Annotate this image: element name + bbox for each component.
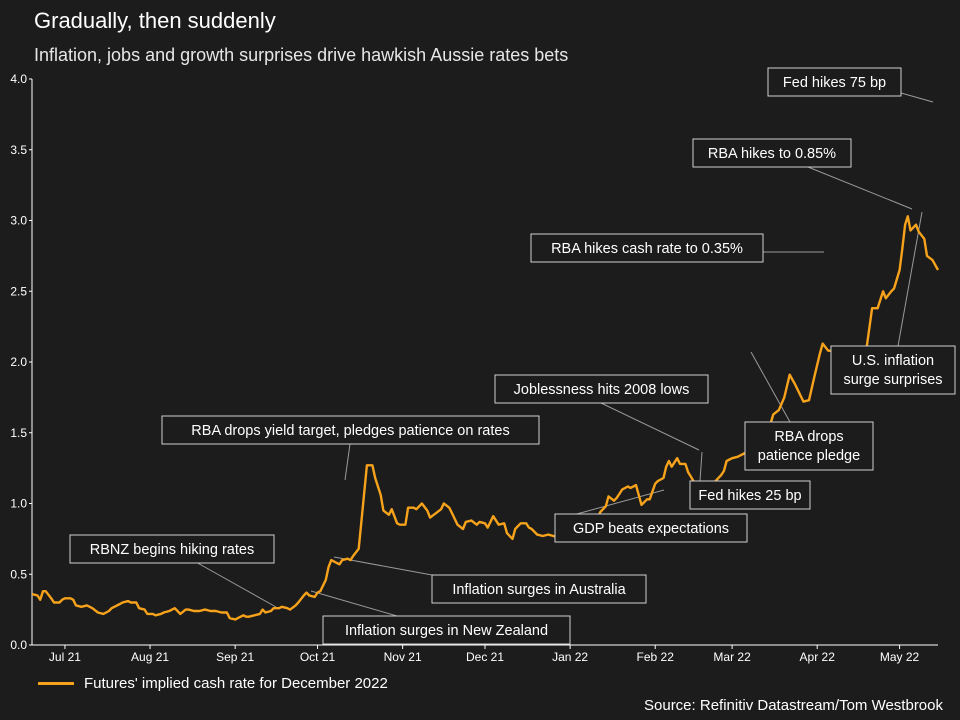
- chart-axes: 0.0 0.5 1.0 1.5 2.0 2.5 3.0 3.5 4.0 Jul 21 Aug 21 S…: [10, 72, 938, 664]
- y-tick-label: 2.5: [10, 284, 27, 298]
- annotation-text: RBA drops yield target, pledges patience…: [191, 423, 509, 439]
- x-tick-label: Sep 21: [216, 650, 254, 664]
- x-tick-label: Jul 21: [49, 650, 81, 664]
- annotation: RBA drops yield target, pledges patience…: [161, 415, 540, 445]
- annotation-boxes: RBNZ begins hiking rates RBA drops yield …: [69, 67, 956, 645]
- annotation-text: U.S. inflation surge surprises: [843, 353, 942, 388]
- annotation-text: Inflation surges in Australia: [452, 582, 626, 598]
- y-tick-label: 3.0: [10, 214, 27, 228]
- annotation-box: [692, 138, 852, 168]
- x-tick-label: Jan 22: [552, 650, 588, 664]
- chart-series: [31, 215, 940, 621]
- annotation-leader-line: [344, 443, 351, 481]
- x-tick-label: Apr 22: [800, 650, 836, 664]
- legend-label: Futures' implied cash rate for December …: [84, 675, 388, 692]
- annotation-text: GDP beats expectations: [573, 521, 729, 537]
- y-tick-label: 3.5: [10, 143, 27, 157]
- annotation: RBA hikes to 0.85%: [692, 138, 852, 168]
- annotation-box: [431, 574, 647, 604]
- y-tick-label: 1.0: [10, 497, 27, 511]
- annotation-leader-line: [193, 560, 277, 608]
- annotation: RBA drops patience pledge: [744, 421, 874, 471]
- y-tick-label: 2.0: [10, 355, 27, 369]
- annotation-box: [494, 374, 709, 404]
- y-tick-label: 0.0: [10, 638, 27, 652]
- y-tick-label: 1.5: [10, 426, 27, 440]
- annotation-box: [161, 415, 540, 445]
- y-tick-label: 0.5: [10, 567, 27, 581]
- annotation-box: [830, 345, 956, 395]
- x-tick-label: Mar 22: [713, 650, 751, 664]
- annotation-text: RBA hikes cash rate to 0.35%: [551, 241, 743, 257]
- y-tick-label: 4.0: [10, 72, 27, 86]
- annotation-leader-line: [699, 451, 703, 482]
- annotation: RBA hikes cash rate to 0.35%: [530, 233, 764, 263]
- chart-title: Gradually, then suddenly: [34, 8, 276, 33]
- annotation-box: [689, 480, 811, 510]
- annotation-leader-line: [750, 351, 791, 423]
- annotation-leader-line: [807, 166, 913, 210]
- annotation-box: [530, 233, 764, 263]
- source-note: Source: Refinitiv Datastream/Tom Westbro…: [644, 697, 943, 714]
- annotation-box: [744, 421, 874, 471]
- annotation-text: RBA hikes to 0.85%: [708, 146, 836, 162]
- annotation: U.S. inflation surge surprises: [830, 345, 956, 395]
- annotation-text: Fed hikes 75 bp: [783, 75, 886, 91]
- series-line: [31, 215, 940, 621]
- annotation-box: [69, 534, 275, 564]
- chart-legend: Futures' implied cash rate for December …: [38, 675, 388, 692]
- x-tick-label: Aug 21: [131, 650, 169, 664]
- annotation-box: [322, 615, 571, 645]
- annotation-text: Inflation surges in New Zealand: [345, 623, 548, 639]
- annotation-leader-lines: [193, 92, 934, 617]
- x-tick-label: Nov 21: [384, 650, 422, 664]
- annotation-box: [767, 67, 902, 97]
- annotation: Fed hikes 25 bp: [689, 480, 811, 510]
- x-tick-label: Dec 21: [466, 650, 504, 664]
- annotation: GDP beats expectations: [554, 513, 748, 543]
- x-tick-label: Oct 21: [300, 650, 336, 664]
- legend-swatch: [38, 682, 74, 685]
- annotation: Joblessness hits 2008 lows: [494, 374, 709, 404]
- annotation: Inflation surges in Australia: [431, 574, 647, 604]
- annotation: RBNZ begins hiking rates: [69, 534, 275, 564]
- annotation-text: RBA drops patience pledge: [758, 429, 860, 464]
- annotation-text: Joblessness hits 2008 lows: [514, 382, 690, 398]
- annotation: Fed hikes 75 bp: [767, 67, 902, 97]
- annotation-box: [554, 513, 748, 543]
- x-tick-label: May 22: [880, 650, 920, 664]
- annotation-leader-line: [897, 211, 923, 347]
- x-tick-label: Feb 22: [637, 650, 675, 664]
- annotation-leader-line: [600, 402, 700, 451]
- annotation-text: Fed hikes 25 bp: [698, 488, 801, 504]
- chart-subtitle: Inflation, jobs and growth surprises dri…: [34, 45, 569, 65]
- annotation-text: RBNZ begins hiking rates: [90, 542, 254, 558]
- annotation: Inflation surges in New Zealand: [322, 615, 571, 645]
- annotation-leader-line: [310, 590, 398, 617]
- annotation-leader-line: [900, 92, 934, 103]
